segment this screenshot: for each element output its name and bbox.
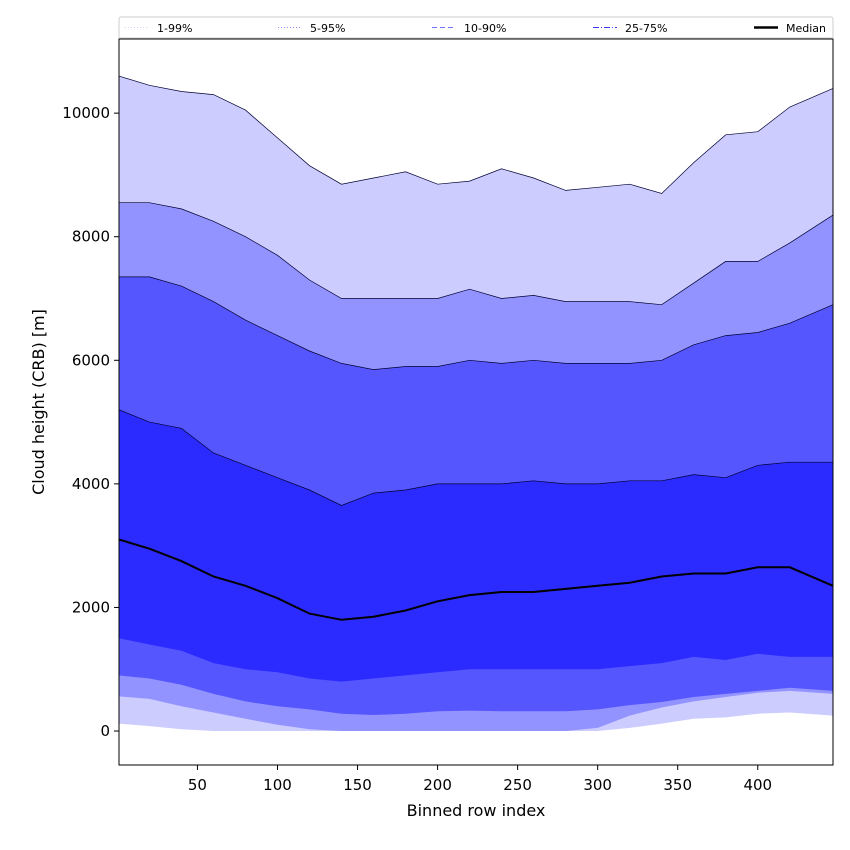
band-1-99-upper-edge [118,75,834,194]
plot-frame [118,38,834,766]
band-5-95-upper-edge [119,202,834,306]
x-tick-label: 150 [343,776,372,794]
y-axis-label: Cloud height (CRB) [m] [29,309,48,495]
y-tick-label: 8000 [72,228,110,246]
plot-area [118,75,834,732]
x-tick-label: 400 [743,776,772,794]
y-tick-label: 0 [100,722,110,740]
legend-label: 5-95% [310,22,345,35]
x-tick-label: 250 [503,776,532,794]
median-line [118,538,834,621]
legend-label: Median [786,22,826,35]
legend: 1-99% 5-95% 10-90% 25-75% Median [118,16,834,39]
legend-label: 1-99% [157,22,192,35]
y-axis-ticks: 0 2000 4000 6000 8000 10000 [62,104,119,740]
x-tick-label: 50 [188,776,207,794]
band-10-90-upper-edge [119,276,834,370]
legend-box [118,16,834,39]
y-tick-label: 4000 [72,475,110,493]
y-tick-label: 2000 [72,598,110,616]
y-tick-label: 10000 [62,104,110,122]
x-tick-label: 300 [583,776,612,794]
legend-label: 10-90% [464,22,506,35]
band-25-75-area [119,409,833,682]
band-25-75-upper-edge [118,409,833,506]
legend-label: 25-75% [625,22,667,35]
x-tick-label: 200 [423,776,452,794]
x-tick-label: 350 [663,776,692,794]
x-tick-label: 100 [263,776,292,794]
x-axis-ticks: 50 100 150 200 250 300 350 400 [188,765,772,794]
y-tick-label: 6000 [72,351,110,369]
x-axis-label: Binned row index [407,801,546,820]
